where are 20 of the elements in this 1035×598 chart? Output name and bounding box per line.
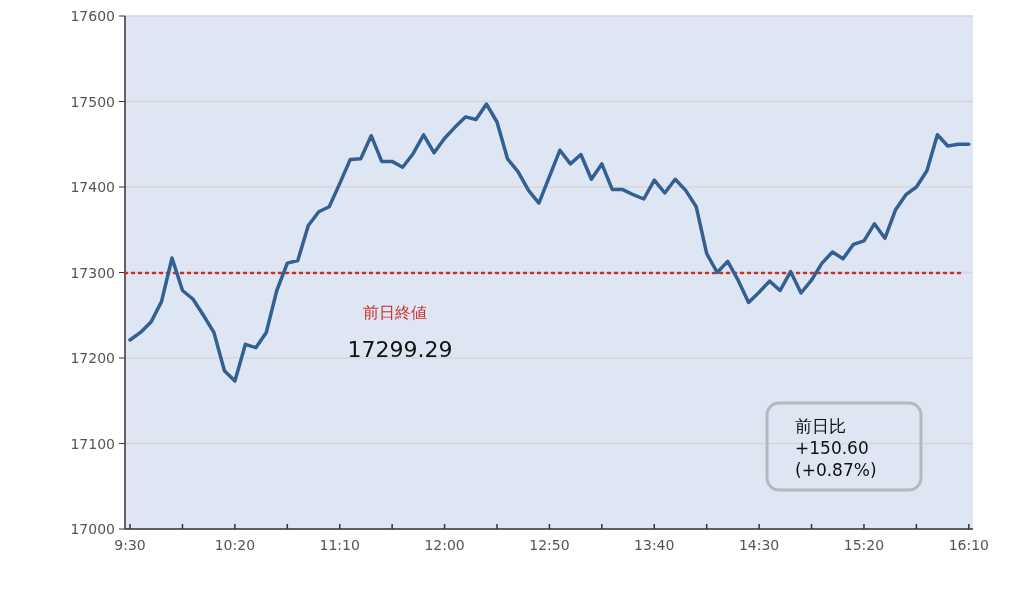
x-tick-label: 12:50 <box>529 537 570 553</box>
y-tick-label: 17600 <box>70 8 115 24</box>
x-tick-label: 13:40 <box>634 537 675 553</box>
y-tick-label: 17200 <box>70 350 115 366</box>
x-tick-label: 16:10 <box>948 537 989 553</box>
y-tick-label: 17000 <box>70 521 115 537</box>
y-tick-label: 17400 <box>70 179 115 195</box>
y-tick-label: 17500 <box>70 93 115 110</box>
y-tick-label: 17100 <box>70 435 115 452</box>
x-tick-label: 9:30 <box>114 537 146 553</box>
annotation: 前日比 +150.60 (+0.87%) <box>795 416 877 480</box>
annotation: 17299.29 <box>347 337 453 362</box>
x-tick-label: 11:10 <box>319 537 360 553</box>
x-tick-label: 14:30 <box>738 537 780 553</box>
x-tick-label: 15:20 <box>843 537 885 553</box>
x-tick-label: 10:20 <box>214 537 256 553</box>
line-series <box>128 102 971 383</box>
x-tick-label: 12:00 <box>424 537 465 553</box>
y-tick-label: 17300 <box>70 264 115 281</box>
ref-line-label: 前日終値 <box>363 303 427 322</box>
